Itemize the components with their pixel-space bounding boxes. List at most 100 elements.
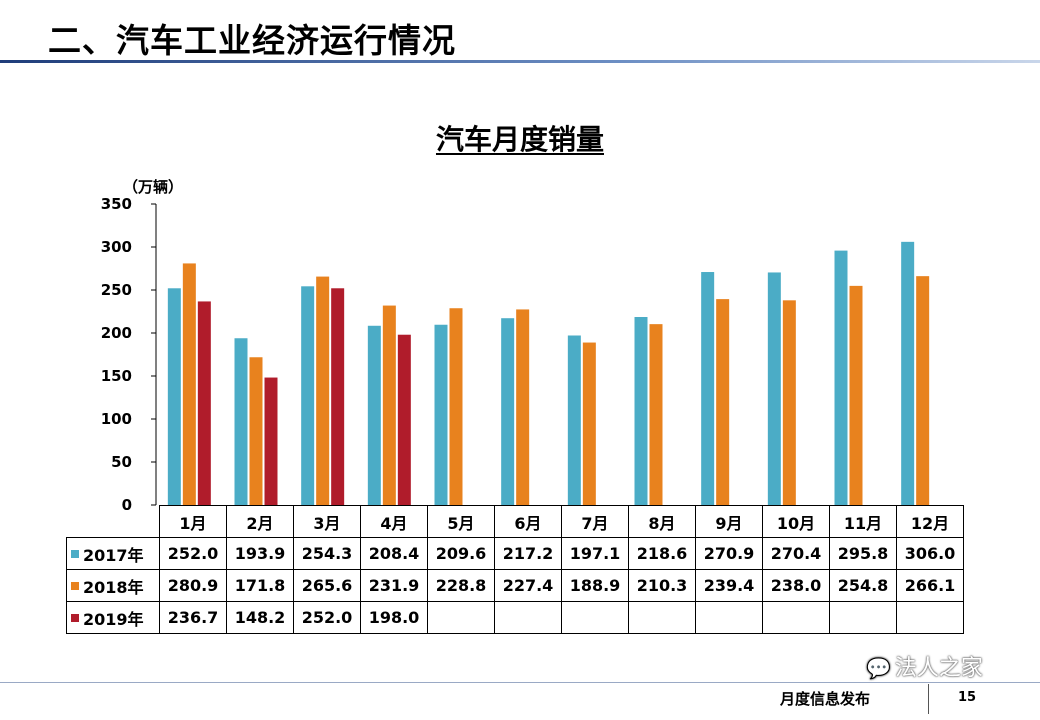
bar-2019年-3月 xyxy=(331,288,345,505)
watermark: 💬 法人之家 xyxy=(866,650,983,682)
footer-rule xyxy=(0,682,1040,683)
y-tick-label: 0 xyxy=(122,496,132,514)
data-label: 208.4 xyxy=(360,537,428,570)
bar-2018年-1月 xyxy=(182,263,196,505)
data-label: 231.9 xyxy=(360,569,428,602)
table-header-row: 1月 2月 3月 4月 5月 6月 7月 8月 9月 10月 11月 12月 xyxy=(66,505,964,538)
x-tick-label: 1月 xyxy=(159,505,227,538)
data-label: 280.9 xyxy=(159,569,227,602)
x-tick-label: 3月 xyxy=(293,505,361,538)
data-label xyxy=(829,601,897,634)
y-tick-label: 300 xyxy=(101,238,132,256)
bar-2018年-2月 xyxy=(249,357,263,505)
bar-2018年-9月 xyxy=(716,299,730,505)
bar-2017年-3月 xyxy=(301,286,315,505)
legend-label: 2018年 xyxy=(83,577,144,597)
data-label: 254.3 xyxy=(293,537,361,570)
legend-entry: 2018年 xyxy=(66,569,160,602)
table-row: 2019年 236.7 148.2 252.0 198.0 xyxy=(66,601,964,634)
bar-2017年-8月 xyxy=(634,317,648,505)
bar-2018年-6月 xyxy=(516,309,530,505)
bar-2018年-11月 xyxy=(849,285,863,505)
footer-text: 月度信息发布 xyxy=(780,690,871,708)
y-tick-label: 150 xyxy=(101,367,132,385)
data-label xyxy=(896,601,964,634)
legend-swatch xyxy=(71,581,79,590)
y-axis-unit-label: （万辆） xyxy=(123,178,184,196)
slide-title: 二、汽车工业经济运行情况 xyxy=(48,21,456,60)
x-tick-label: 8月 xyxy=(628,505,696,538)
table-row: 2018年 280.9 171.8 265.6 231.9 228.8 227.4 188.9… xyxy=(66,569,964,602)
legend-swatch xyxy=(71,549,79,558)
data-label: 252.0 xyxy=(293,601,361,634)
data-label: 218.6 xyxy=(628,537,696,570)
legend-entry: 2017年 xyxy=(66,537,160,570)
bar-2017年-2月 xyxy=(234,338,248,505)
y-tick-label: 250 xyxy=(101,281,132,299)
watermark-text: 法人之家 xyxy=(894,656,983,681)
data-label: 265.6 xyxy=(293,569,361,602)
data-label: 197.1 xyxy=(561,537,629,570)
data-label: 228.8 xyxy=(427,569,495,602)
bar-2017年-1月 xyxy=(167,288,181,505)
bar-2017年-11月 xyxy=(834,250,848,505)
x-tick-label: 5月 xyxy=(427,505,495,538)
bar-2017年-10月 xyxy=(767,272,781,505)
y-tick-label: 50 xyxy=(111,453,132,471)
chart-title-text: 汽车月度销量 xyxy=(435,123,604,156)
data-label: 198.0 xyxy=(360,601,428,634)
x-tick-label: 9月 xyxy=(695,505,763,538)
data-label: 306.0 xyxy=(896,537,964,570)
page-number: 15 xyxy=(958,690,977,705)
data-label: 270.9 xyxy=(695,537,763,570)
x-tick-label: 12月 xyxy=(896,505,964,538)
data-label: 171.8 xyxy=(226,569,294,602)
bar-2018年-5月 xyxy=(449,308,463,505)
bar-2018年-12月 xyxy=(916,276,930,505)
bar-2017年-9月 xyxy=(701,272,715,505)
data-label: 254.8 xyxy=(829,569,897,602)
x-tick-label: 2月 xyxy=(226,505,294,538)
data-label: 295.8 xyxy=(829,537,897,570)
data-label: 210.3 xyxy=(628,569,696,602)
data-label xyxy=(762,601,830,634)
data-label: 188.9 xyxy=(561,569,629,602)
y-tick-label: 350 xyxy=(101,195,132,213)
data-label: 270.4 xyxy=(762,537,830,570)
bar-2019年-2月 xyxy=(264,377,278,505)
x-tick-label: 7月 xyxy=(561,505,629,538)
bar-2017年-6月 xyxy=(501,318,515,505)
x-tick-label: 4月 xyxy=(360,505,428,538)
bar-2017年-12月 xyxy=(901,241,915,505)
data-label: 236.7 xyxy=(159,601,227,634)
bar-2019年-1月 xyxy=(197,301,211,505)
bar-2019年-4月 xyxy=(397,334,411,505)
bar-2017年-5月 xyxy=(434,324,448,505)
data-label: 217.2 xyxy=(494,537,562,570)
y-tick-label: 100 xyxy=(101,410,132,428)
data-label: 227.4 xyxy=(494,569,562,602)
data-label: 252.0 xyxy=(159,537,227,570)
data-label xyxy=(494,601,562,634)
table-corner xyxy=(66,505,160,538)
x-tick-label: 10月 xyxy=(762,505,830,538)
legend-entry: 2019年 xyxy=(66,601,160,634)
data-label: 238.0 xyxy=(762,569,830,602)
bar-2017年-7月 xyxy=(567,335,581,505)
table-row: 2017年 252.0 193.9 254.3 208.4 209.6 217.2 197.1… xyxy=(66,537,964,570)
bar-2018年-7月 xyxy=(582,342,596,505)
data-label xyxy=(561,601,629,634)
wechat-icon: 💬 xyxy=(866,656,891,680)
bar-2018年-4月 xyxy=(382,305,396,505)
chart-title: 汽车月度销量 xyxy=(0,118,1040,158)
x-tick-label: 11月 xyxy=(829,505,897,538)
x-tick-label: 6月 xyxy=(494,505,562,538)
data-table: 1月 2月 3月 4月 5月 6月 7月 8月 9月 10月 11月 12月 2017年 252.0 193… xyxy=(66,505,964,634)
legend-label: 2019年 xyxy=(83,609,144,629)
data-label: 209.6 xyxy=(427,537,495,570)
bar-2018年-8月 xyxy=(649,324,663,505)
bar-2018年-10月 xyxy=(782,300,796,505)
data-label: 148.2 xyxy=(226,601,294,634)
legend-swatch xyxy=(71,613,79,622)
